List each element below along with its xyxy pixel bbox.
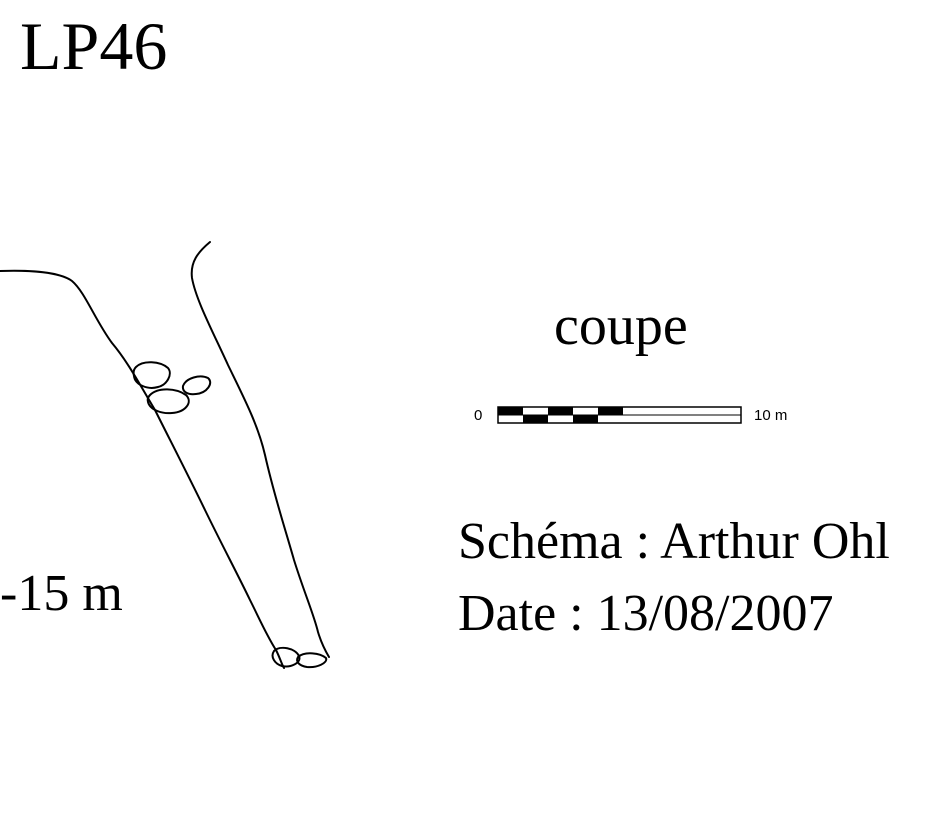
scale-end-label: 10 m [754, 407, 787, 424]
survey-date: Date : 13/08/2007 [458, 585, 834, 642]
scale-segment-bottom-3 [598, 407, 622, 415]
view-label: coupe [554, 295, 688, 357]
depth-label: -15 m [0, 565, 123, 622]
scale-segment-top-1 [498, 407, 523, 415]
rock-block-right [181, 375, 212, 396]
scale-segment-bottom-2 [573, 415, 598, 423]
rock-block-bottom-right [296, 652, 328, 669]
rock-block-lower [146, 388, 190, 415]
scale-segment-bottom-1 [523, 415, 548, 423]
rock-block-bottom-left [271, 646, 301, 668]
scale-start-label: 0 [474, 407, 482, 424]
left-wall-outline [0, 269, 285, 669]
author-credit: Schéma : Arthur Ohl [458, 513, 890, 570]
scale-segment-top-2 [548, 407, 573, 415]
cave-title: LP46 [20, 8, 168, 84]
rock-block-upper [132, 361, 171, 389]
right-wall-outline [190, 241, 330, 658]
scale-bar: 0 10 m [474, 406, 787, 424]
